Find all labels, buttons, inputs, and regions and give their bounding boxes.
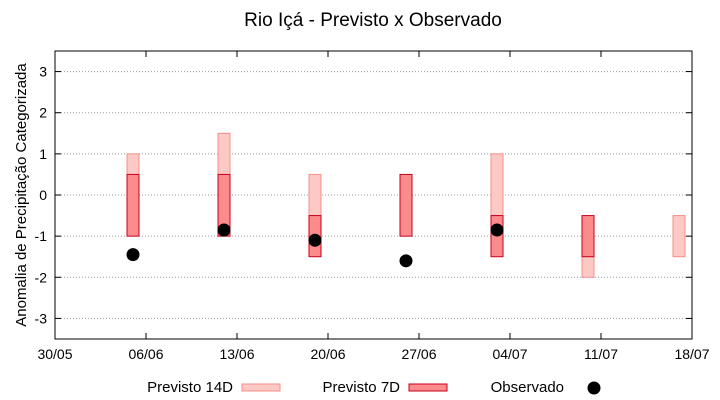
legend-swatch — [408, 383, 448, 392]
range-bar — [217, 132, 231, 175]
x-tick-label: 04/07 — [492, 346, 527, 362]
x-tick-label: 06/06 — [128, 346, 163, 362]
observed-point — [126, 248, 140, 262]
y-tick-label: 1 — [39, 146, 47, 162]
x-tick-label: 13/06 — [219, 346, 254, 362]
legend-swatch — [587, 381, 601, 395]
y-tick-label: -2 — [35, 269, 48, 285]
series-previsto-7d — [126, 173, 595, 258]
legend-swatch — [241, 383, 281, 392]
observed-point — [217, 223, 231, 237]
y-tick-label: -1 — [35, 228, 48, 244]
range-bar — [672, 215, 686, 258]
range-bar — [581, 256, 595, 278]
range-bar — [308, 173, 322, 217]
range-bar — [126, 153, 140, 175]
x-tick-label: 30/05 — [37, 346, 72, 362]
y-axis-label: Anomalia de Precipitação Categorizada — [13, 63, 30, 327]
legend-label: Previsto 14D — [147, 379, 233, 396]
grid — [55, 71, 692, 319]
x-tick-label: 20/06 — [310, 346, 345, 362]
y-axis: 3 2 1 0 -1 -2 -3 — [35, 64, 692, 326]
x-tick-label: 18/07 — [674, 346, 709, 362]
range-bar — [581, 215, 595, 258]
range-bar — [126, 173, 140, 237]
x-tick-label: 27/06 — [401, 346, 436, 362]
legend-label: Observado — [491, 379, 564, 396]
y-tick-label: 2 — [39, 105, 47, 121]
range-bar — [490, 153, 504, 217]
series-observado — [126, 223, 504, 268]
legend-label: Previsto 7D — [322, 379, 400, 396]
observed-point — [490, 223, 504, 237]
x-axis: 30/05 06/06 13/06 20/06 27/06 04/07 11/07 18/07 — [37, 51, 710, 362]
y-tick-label: -3 — [35, 310, 48, 326]
legend: Previsto 14D Previsto 7D Observado — [147, 379, 601, 396]
observed-point — [308, 233, 322, 247]
range-bar — [399, 173, 413, 237]
y-tick-label: 0 — [39, 187, 47, 203]
observed-point — [399, 254, 413, 268]
x-tick-label: 11/07 — [584, 346, 618, 362]
chart-title: Rio Içá - Previsto x Observado — [244, 10, 502, 31]
y-tick-label: 3 — [39, 64, 47, 80]
